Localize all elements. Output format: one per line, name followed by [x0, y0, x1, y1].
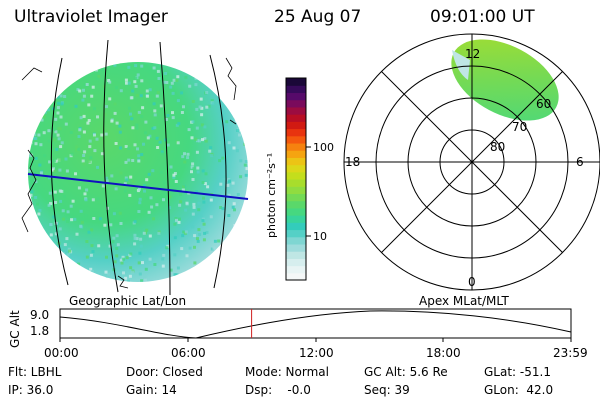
time-tick-1800: 18:00 [426, 346, 461, 360]
colorbar-band [286, 85, 306, 94]
colorbar-band [286, 78, 306, 86]
time-tick-1200: 12:00 [299, 346, 334, 360]
status-door: Door: Closed [126, 365, 203, 379]
colorbar-unit-label: photon cm⁻²s⁻¹ [265, 152, 278, 238]
status-mode: Mode: Normal [245, 365, 329, 379]
colorbar [286, 78, 306, 281]
status-seq: Seq: 39 [364, 383, 410, 397]
left-panel-title: Geographic Lat/Lon [69, 294, 187, 308]
time-tick-0000: 00:00 [44, 346, 79, 360]
colorbar-band [286, 272, 306, 281]
mlt-label-0: 0 [468, 275, 476, 289]
time-label: 09:01:00 UT [430, 7, 535, 27]
colorbar-label-10: 10 [313, 230, 327, 243]
status-gain: Gain: 14 [126, 383, 177, 397]
status-glat: GLat: -51.1 [484, 365, 551, 379]
date-label: 25 Aug 07 [274, 7, 362, 27]
altitude-frame [59, 308, 572, 339]
colorbar-band [286, 106, 306, 115]
colorbar-band [286, 128, 306, 137]
mlat-label-70: 70 [512, 120, 528, 134]
colorbar-band [286, 179, 306, 187]
colorbar-band [286, 157, 306, 166]
colorbar-band [286, 193, 306, 202]
status-dsp: Dsp: -0.0 [245, 383, 311, 397]
instrument-title: Ultraviolet Imager [14, 7, 168, 27]
polar-diagonal-2 [381, 71, 563, 253]
polar-plot [343, 33, 600, 291]
colorbar-band [286, 229, 306, 238]
colorbar-band [286, 99, 306, 108]
earth-image [21, 39, 249, 296]
dayside-glow [452, 50, 470, 80]
altitude-strip [59, 308, 572, 342]
colorbar-band [286, 114, 306, 122]
colorbar-band [286, 142, 306, 151]
status-filter: Flt: LBHL [8, 365, 62, 379]
status-ip: IP: 36.0 [8, 383, 54, 397]
colorbar-band [286, 251, 306, 259]
colorbar-band [286, 121, 306, 130]
altitude-ytop: 9.0 [30, 308, 50, 322]
altitude-ybottom: 1.8 [30, 324, 50, 338]
altitude-curve [59, 310, 572, 339]
colorbar-band [286, 164, 306, 173]
status-glon: GLon: 42.0 [484, 383, 554, 397]
mlat-label-60: 60 [536, 97, 552, 111]
colorbar-band [286, 135, 306, 144]
colorbar-band [286, 171, 306, 180]
colorbar-band [286, 236, 306, 245]
right-panel-title: Apex MLat/MLT [419, 294, 509, 308]
colorbar-label-100: 100 [313, 141, 334, 154]
colorbar-band [286, 200, 306, 209]
time-tick-0600: 06:00 [171, 346, 206, 360]
colorbar-band [286, 150, 306, 158]
terminator-line [27, 173, 249, 200]
mlt-label-6: 6 [576, 155, 584, 169]
altitude-ylabel: GC Alt [8, 310, 22, 348]
colorbar-band [286, 207, 306, 216]
coastlines [21, 57, 237, 289]
colorbar-band [286, 186, 306, 195]
colorbar-band [286, 92, 306, 101]
status-gc-alt: GC Alt: 5.6 Re [364, 365, 448, 379]
auroral-oval [451, 39, 559, 121]
longitude-lines [50, 39, 227, 296]
colorbar-band [286, 215, 306, 223]
mlat-label-80: 80 [490, 140, 506, 154]
colorbar-band [286, 265, 306, 274]
time-tick-2359: 23:59 [553, 346, 588, 360]
mlt-label-12: 12 [465, 47, 481, 61]
colorbar-band [286, 222, 306, 231]
colorbar-frame [285, 77, 307, 281]
colorbar-band [286, 258, 306, 267]
colorbar-band [286, 243, 306, 252]
mlt-label-18: 18 [345, 155, 361, 169]
